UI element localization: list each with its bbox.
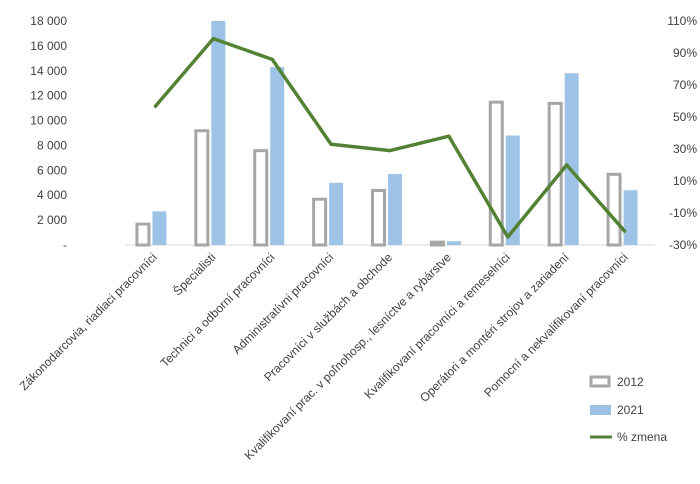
bar-2012	[312, 197, 328, 247]
change-line	[153, 36, 627, 239]
category-labels: Zákonodarcovia, riadiaci pracovníci Špeci…	[17, 250, 631, 463]
left-axis-ticks: - 2 000 4 000 6 000 8 000 10 000 12 000 14 000 1…	[30, 14, 67, 252]
change-line-series	[153, 36, 627, 239]
legend-2012-label: 2012	[617, 375, 644, 389]
bar-2021	[152, 211, 167, 245]
bar-2021	[329, 182, 344, 245]
category-label: Zákonodarcovia, riadiaci pracovníci	[17, 250, 160, 393]
bar-2021	[446, 241, 461, 245]
bar-2021	[623, 190, 638, 245]
left-axis-tick-label: 14 000	[30, 64, 67, 78]
bar-2021	[388, 174, 402, 245]
left-axis-tick-label: 2 000	[37, 213, 67, 227]
bar-2021	[505, 135, 520, 245]
category-label: Technici a odborní pracovníci	[158, 250, 278, 370]
left-axis-tick-label: 8 000	[37, 138, 67, 152]
legend-change-label: % zmena	[617, 430, 667, 444]
bar-2012	[135, 222, 151, 247]
bars	[135, 21, 638, 247]
legend-2012-swatch	[589, 375, 611, 388]
left-axis-tick-label: 4 000	[37, 188, 67, 202]
right-axis-tick-label: 110%	[667, 14, 697, 28]
bar-2012	[429, 240, 445, 247]
left-axis-tick-label: 16 000	[30, 39, 67, 53]
bar-2012	[371, 189, 386, 247]
bar-2012	[194, 129, 210, 247]
category-label: Špecialisti	[170, 250, 219, 299]
right-axis-tick-label: 10%	[673, 174, 697, 188]
right-axis-tick-label: -30%	[669, 238, 697, 252]
left-axis-tick-label: 6 000	[37, 163, 67, 177]
right-axis-tick-label: 90%	[673, 46, 697, 60]
category-label: Kvalifikovaní prac. v poľnohosp., lesníc…	[242, 250, 455, 463]
right-axis-tick-label: 30%	[673, 142, 697, 156]
right-axis-ticks: -30% -10% 10% 30% 50% 70% 90% 110%	[667, 14, 697, 252]
bar-2021	[211, 21, 226, 245]
right-axis-tick-label: -10%	[669, 206, 697, 220]
legend: 2012 2021 % zmena	[589, 375, 667, 444]
left-axis-tick-label: 18 000	[30, 14, 67, 28]
left-axis-tick-label: 12 000	[30, 89, 67, 103]
legend-2021-swatch	[590, 405, 611, 415]
bar-2021	[564, 73, 579, 246]
legend-2021-label: 2021	[617, 403, 644, 417]
left-axis-tick-label: 10 000	[30, 114, 67, 128]
bar-2021	[270, 67, 285, 246]
bar-2012	[253, 149, 269, 247]
category-label: Administratívni pracovníci	[230, 250, 337, 357]
right-axis-tick-label: 50%	[673, 110, 697, 124]
category-label: Pracovníci v službách a obchode	[261, 250, 395, 384]
bar-2012	[606, 172, 622, 247]
left-axis-tick-label: -	[63, 238, 67, 252]
right-axis-tick-label: 70%	[673, 78, 697, 92]
